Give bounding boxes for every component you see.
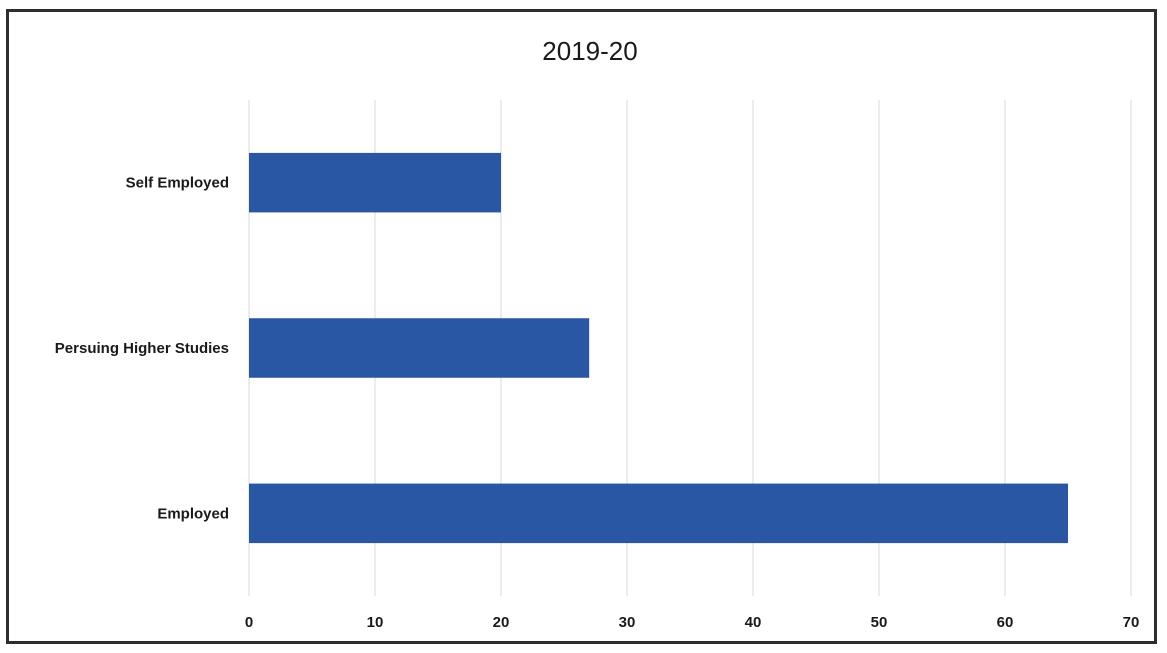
x-tick-label: 60 — [997, 614, 1014, 631]
chart-title: 2019-20 — [542, 36, 637, 66]
x-tick-label: 0 — [245, 614, 253, 631]
bar — [249, 318, 590, 378]
x-tick-label: 10 — [367, 614, 384, 631]
x-tick-label: 40 — [745, 614, 762, 631]
category-label: Persuing Higher Studies — [55, 340, 229, 357]
category-label: Employed — [157, 505, 229, 522]
bar — [249, 483, 1068, 544]
bar — [249, 152, 501, 213]
x-tick-label: 50 — [871, 614, 888, 631]
x-axis-tick-labels: 0 10 20 30 40 50 60 70 — [245, 614, 1140, 631]
x-tick-label: 20 — [493, 614, 510, 631]
bars — [249, 152, 1068, 544]
x-tick-label: 30 — [619, 614, 636, 631]
x-tick-label: 70 — [1123, 614, 1140, 631]
category-label: Self Employed — [126, 175, 229, 192]
category-labels: Self Employed Persuing Higher Studies Empl… — [55, 175, 229, 523]
